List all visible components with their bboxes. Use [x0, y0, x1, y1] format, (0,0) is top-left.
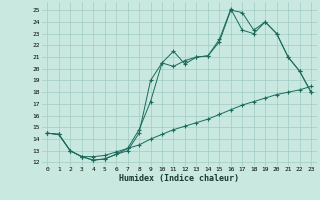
X-axis label: Humidex (Indice chaleur): Humidex (Indice chaleur) — [119, 174, 239, 183]
